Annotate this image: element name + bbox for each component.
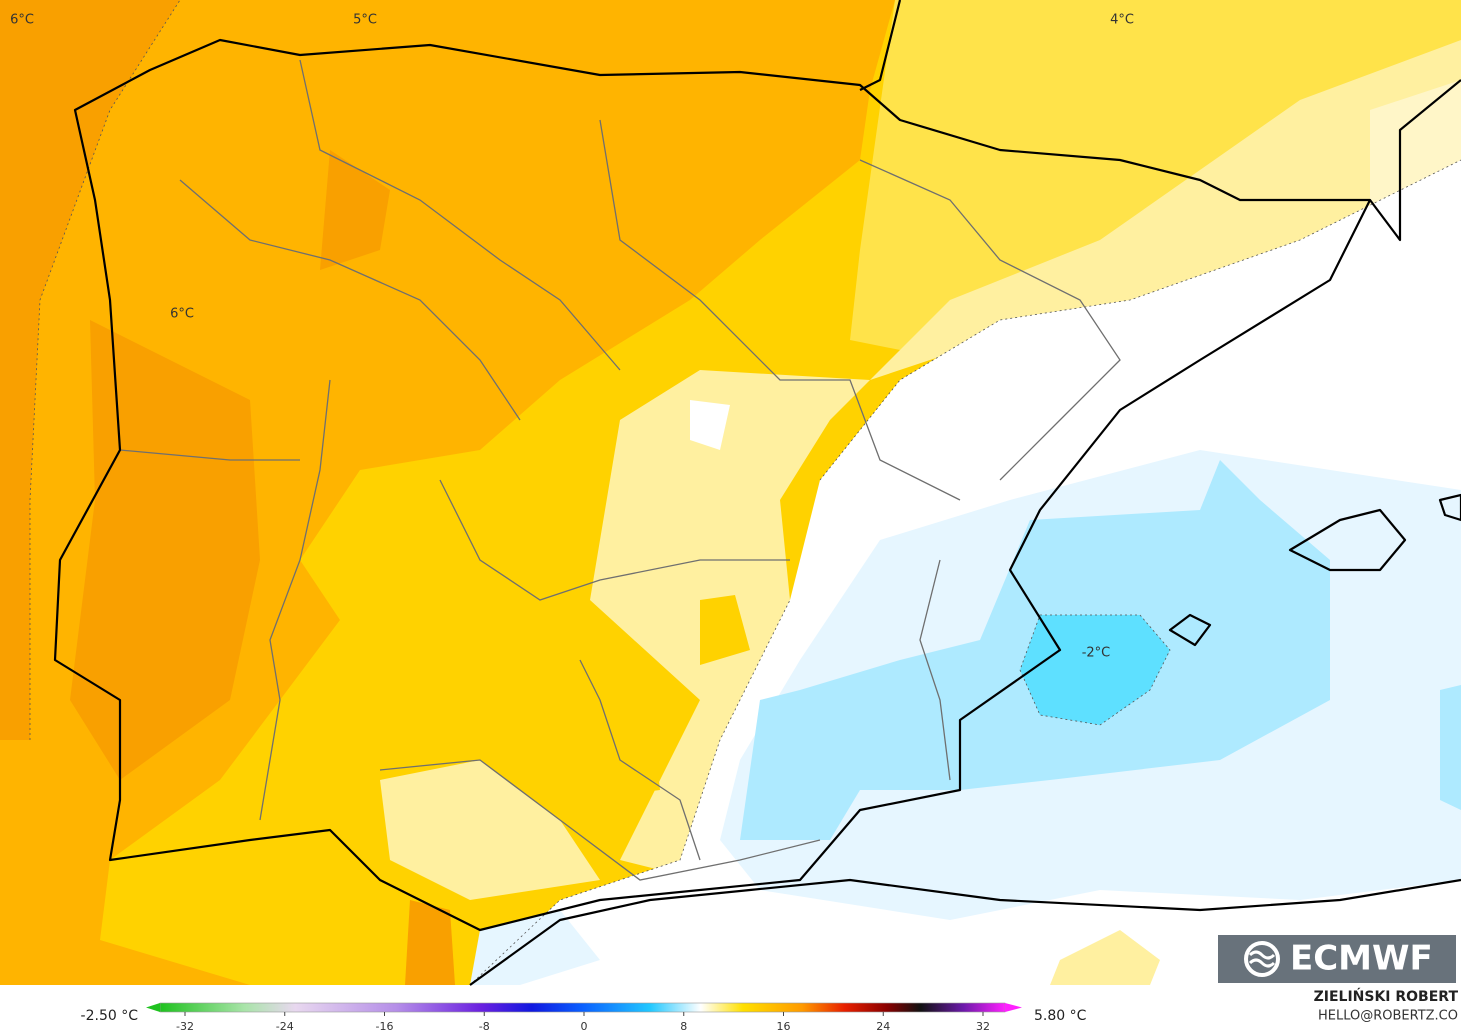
colorbar: -2.50 °C 5.80 °C -32 -24 -16 -8 0 8 16 24 32 — [81, 1002, 1087, 1033]
contour-labels: 6°C 5°C 4°C 6°C -2°C — [10, 13, 1134, 661]
logo: ECMWF — [1218, 935, 1456, 983]
logo-icon — [1248, 950, 1276, 968]
colorbar-tick-label: -16 — [376, 1020, 394, 1033]
contact: HELLO@ROBERTZ.CO — [1318, 1009, 1458, 1024]
contour-label: 4°C — [1110, 13, 1134, 28]
colorbar-tick-label: -8 — [479, 1020, 490, 1033]
temperature-field — [0, 0, 1461, 986]
contour-label: 6°C — [10, 13, 34, 28]
logo-icon — [1244, 941, 1280, 977]
contour-label: 5°C — [353, 13, 377, 28]
min-label: -2.50 °C — [81, 1008, 139, 1024]
author: ZIELIŃSKI ROBERT — [1314, 987, 1459, 1005]
max-label: 5.80 °C — [1034, 1008, 1087, 1024]
colorbar-tick-label: -24 — [276, 1020, 294, 1033]
colorbar-tick-label: 16 — [777, 1020, 791, 1033]
contour-label: 6°C — [170, 307, 194, 322]
region-borders — [119, 59, 1121, 881]
colorbar-tick-label: -32 — [176, 1020, 194, 1033]
coastlines — [53, 0, 1461, 986]
colorbar-end — [146, 1003, 160, 1012]
colorbar-tick-label: 8 — [680, 1020, 687, 1033]
colorbar-tick-label: 24 — [876, 1020, 890, 1033]
contour-label: -2°C — [1082, 646, 1111, 661]
colorbar-end — [1005, 1003, 1022, 1012]
colorbar-tick-label: 32 — [976, 1020, 990, 1033]
colorbar-ramp — [159, 1002, 1006, 1013]
colorbar-tick-label: 0 — [581, 1020, 588, 1033]
logo-text: ECMWF — [1290, 939, 1433, 979]
